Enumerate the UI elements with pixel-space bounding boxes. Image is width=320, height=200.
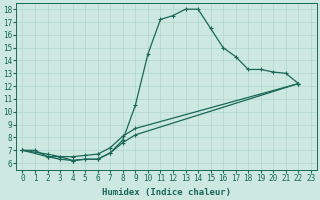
X-axis label: Humidex (Indice chaleur): Humidex (Indice chaleur) (102, 188, 231, 197)
